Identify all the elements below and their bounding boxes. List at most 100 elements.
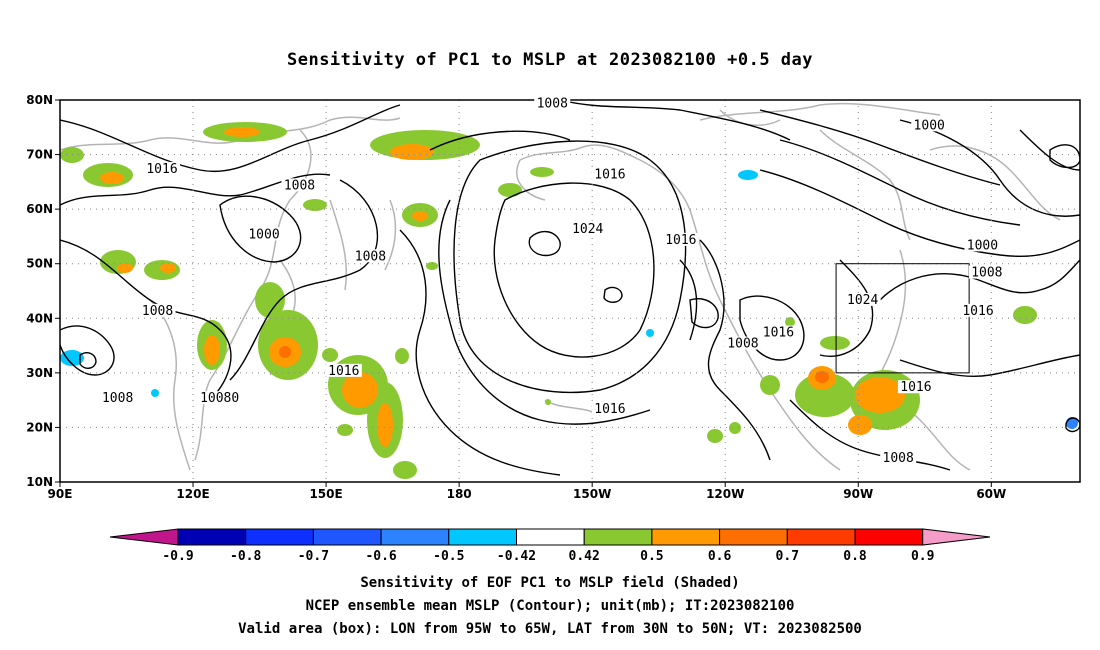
- lat-tick-label: 30N: [26, 366, 53, 380]
- contour-label-bg: [144, 161, 180, 175]
- colorbar-level-label: 0.7: [776, 549, 799, 564]
- contour-label: 1016: [146, 162, 177, 177]
- lon-tick-label: 60W: [976, 487, 1006, 501]
- contour-label: 1016: [763, 326, 794, 341]
- colorbar-level-label: 0.9: [911, 549, 934, 564]
- lon-tick-label: 120E: [176, 487, 209, 501]
- negative-sensitivity-areas: [60, 170, 1078, 429]
- lat-tick-label: 20N: [26, 420, 53, 434]
- contour-label-bg: [662, 232, 699, 246]
- lat-tick-label: 10N: [26, 475, 53, 489]
- colorbar-low-triangle: [109, 528, 179, 546]
- lon-tick-label: 150E: [309, 487, 342, 501]
- contour-label: 1008: [537, 96, 568, 111]
- contour-label-bg: [246, 227, 282, 241]
- contour-label-bg: [724, 336, 761, 350]
- lon-tick-label: 90W: [843, 487, 873, 501]
- colorbar-level-label: 0.8: [843, 549, 867, 564]
- lon-tick-label: 150W: [573, 487, 611, 501]
- map-title: Sensitivity of PC1 to MSLP at 2023082100…: [286, 50, 813, 70]
- colorbar-bin: [651, 528, 721, 546]
- caption-shading: Sensitivity of EOF PC1 to MSLP field (Sh…: [360, 575, 740, 591]
- contour-label: 1016: [665, 233, 696, 248]
- colorbar: -0.9 -0.8 -0.7 -0.6 -0.5 -0.42 0.42 0.5 0.6 0.7 0.…: [109, 528, 991, 564]
- colorbar-level-label: -0.8: [230, 549, 261, 564]
- lat-tick-label: 50N: [26, 257, 53, 271]
- colorbar-bin: [312, 528, 382, 546]
- contour-label-bg: [281, 178, 318, 192]
- colorbar-level-label: -0.7: [298, 549, 329, 564]
- lon-tick-label: 120W: [706, 487, 744, 501]
- caption-valid-area: Valid area (box): LON from 95W to 65W, L…: [238, 621, 862, 637]
- contour-label: 1008: [142, 304, 173, 319]
- positive-sensitivity-areas: [60, 122, 1037, 479]
- contour-label-bg: [325, 363, 362, 377]
- latitude-labels: 80N 70N 60N 50N 40N 30N 20N 10N: [26, 93, 60, 489]
- contour-label-bg: [197, 391, 242, 405]
- lat-tick-label: 80N: [26, 93, 53, 107]
- contour-label: 1016: [328, 364, 359, 379]
- peak-sensitivity-areas: [279, 346, 829, 383]
- contour-label: 1016: [594, 167, 625, 182]
- contour-label-bg: [880, 451, 917, 465]
- lat-tick-label: 60N: [26, 202, 53, 216]
- colorbar-level-label: -0.6: [365, 549, 396, 564]
- contour-label: 1016: [594, 402, 625, 417]
- contour-label-bg: [591, 167, 628, 181]
- contour-label-bg: [534, 96, 571, 110]
- colorbar-bin: [583, 528, 653, 546]
- contour-label: 1024: [847, 293, 878, 308]
- contour-labels: 1008 1000 1016 1008 1016 1024 1016 1000 1000 1008…: [99, 96, 1005, 466]
- colorbar-bin: [245, 528, 314, 546]
- lon-tick-label: 180: [447, 487, 472, 501]
- strong-sensitivity-areas: [100, 127, 905, 447]
- colorbar-bin: [448, 528, 517, 546]
- contour-label: 1008: [355, 249, 386, 264]
- contour-label: 1024: [572, 222, 603, 237]
- colorbar-level-label: 0.5: [640, 549, 663, 564]
- lon-tick-label: 90E: [48, 487, 73, 501]
- contour-label-bg: [139, 303, 176, 317]
- colorbar-high-triangle: [922, 528, 991, 546]
- contour-label-bg: [911, 118, 948, 132]
- colorbar-bin: [177, 528, 247, 546]
- colorbar-level-label: 0.6: [708, 549, 732, 564]
- contour-label: 1008: [284, 178, 315, 193]
- contour-label: 10080: [200, 391, 239, 406]
- contour-label-bg: [352, 249, 389, 263]
- colorbar-level-label: 0.42: [569, 549, 600, 564]
- graticule: [60, 100, 1080, 482]
- contour-label-bg: [968, 265, 1005, 279]
- caption-contour: NCEP ensemble mean MSLP (Contour); unit(…: [305, 598, 795, 614]
- contour-label: 1008: [971, 266, 1002, 281]
- colorbar-bin: [786, 528, 856, 546]
- contour-label-bg: [760, 325, 797, 339]
- contour-label-bg: [569, 221, 606, 235]
- contour-label: 1008: [102, 391, 133, 406]
- colorbar-level-label: -0.5: [433, 549, 464, 564]
- mslp-contours: [60, 100, 1080, 476]
- contour-label-bg: [99, 391, 136, 405]
- contour-label: 1000: [967, 238, 998, 253]
- colorbar-bin: [516, 528, 585, 546]
- colorbar-level-label: -0.42: [497, 549, 536, 564]
- colorbar-bin: [854, 528, 924, 546]
- colorbar-bin: [380, 528, 450, 546]
- colorbar-bin: [719, 528, 788, 546]
- contour-label: 1016: [962, 304, 993, 319]
- contour-label: 1008: [883, 451, 914, 466]
- lat-tick-label: 70N: [26, 148, 53, 162]
- contour-label: 1000: [248, 227, 279, 242]
- contour-label-bg: [960, 303, 996, 317]
- contour-label-bg: [897, 380, 934, 394]
- contour-label: 1000: [914, 118, 945, 133]
- valid-area-box: [835, 263, 970, 374]
- contour-label: 1008: [727, 337, 758, 352]
- contour-label-bg: [844, 292, 881, 306]
- lat-tick-label: 40N: [26, 311, 53, 325]
- colorbar-level-label: -0.9: [162, 549, 193, 564]
- longitude-labels: 90E 120E 150E 180 150W 120W 90W 60W: [48, 482, 1006, 501]
- contour-label-bg: [591, 402, 628, 416]
- contour-label-bg: [964, 238, 1001, 252]
